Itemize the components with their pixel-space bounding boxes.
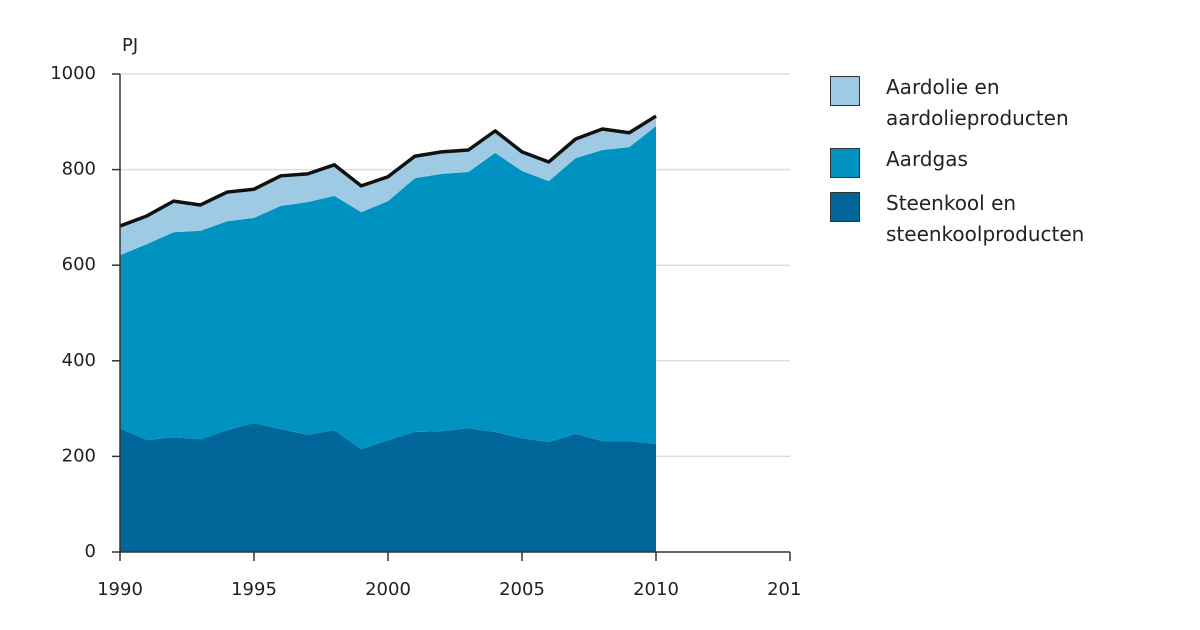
x-tick-label: 2005 <box>499 579 545 600</box>
legend-swatch <box>830 148 860 178</box>
y-tick-label: 600 <box>62 254 96 275</box>
x-tick-label: 2000 <box>365 579 411 600</box>
legend-item: Steenkool en steenkoolproducten <box>830 188 1130 250</box>
y-tick-label: 0 <box>85 541 96 562</box>
y-tick-label: 400 <box>62 350 96 371</box>
x-tick-label: 2015 <box>767 579 800 600</box>
area <box>120 422 656 552</box>
area <box>120 116 656 256</box>
legend-item: Aardolie en aardolieproducten <box>830 72 1130 134</box>
x-tick-label: 1990 <box>97 579 143 600</box>
y-tick-label: 1000 <box>50 63 96 84</box>
legend-label: Aardgas <box>886 147 968 171</box>
x-tick-label: 2010 <box>633 579 679 600</box>
area <box>120 126 656 450</box>
chart: PJ 0 200 400 600 800 1000 1990 1995 2000 2005 2010… <box>50 35 800 600</box>
legend-label: Steenkool en steenkoolproducten <box>886 191 1085 246</box>
x-tick-label: 1995 <box>231 579 277 600</box>
y-axis-label: PJ <box>122 35 138 56</box>
legend-item: Aardgas <box>830 144 1130 178</box>
legend-swatch <box>830 76 860 106</box>
legend-label: Aardolie en aardolieproducten <box>886 75 1069 130</box>
y-tick-label: 200 <box>62 445 96 466</box>
y-tick-label: 800 <box>62 159 96 180</box>
top-outline <box>119 114 657 228</box>
legend-swatch <box>830 192 860 222</box>
legend: Aardolie en aardolieproducten Aardgas Stee… <box>830 72 1130 260</box>
